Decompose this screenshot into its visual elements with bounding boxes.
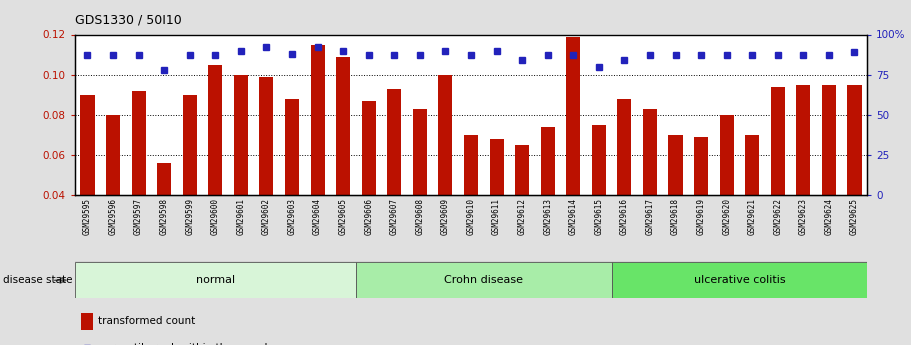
Bar bbox=[822, 85, 836, 195]
Bar bbox=[643, 109, 657, 195]
Bar bbox=[209, 65, 222, 195]
Bar bbox=[464, 135, 478, 195]
Text: GSM29620: GSM29620 bbox=[722, 198, 732, 235]
Bar bbox=[413, 109, 427, 195]
Bar bbox=[540, 127, 555, 195]
Bar bbox=[847, 85, 862, 195]
Text: GSM29606: GSM29606 bbox=[364, 198, 374, 235]
Bar bbox=[260, 77, 273, 195]
Text: GSM29610: GSM29610 bbox=[466, 198, 476, 235]
Text: GSM29597: GSM29597 bbox=[134, 198, 143, 235]
Bar bbox=[771, 87, 784, 195]
Text: GSM29617: GSM29617 bbox=[646, 198, 654, 235]
Text: percentile rank within the sample: percentile rank within the sample bbox=[98, 343, 274, 345]
Bar bbox=[285, 99, 299, 195]
Bar bbox=[387, 89, 402, 195]
Bar bbox=[81, 313, 93, 330]
Text: GSM29625: GSM29625 bbox=[850, 198, 859, 235]
Text: GSM29607: GSM29607 bbox=[390, 198, 399, 235]
Text: GSM29611: GSM29611 bbox=[492, 198, 501, 235]
Text: GSM29622: GSM29622 bbox=[773, 198, 783, 235]
Bar bbox=[336, 57, 350, 195]
Text: GSM29601: GSM29601 bbox=[236, 198, 245, 235]
Text: GSM29618: GSM29618 bbox=[671, 198, 680, 235]
Text: Crohn disease: Crohn disease bbox=[445, 275, 523, 285]
Text: GDS1330 / 50I10: GDS1330 / 50I10 bbox=[75, 14, 181, 27]
Text: GSM29624: GSM29624 bbox=[824, 198, 834, 235]
Text: GSM29605: GSM29605 bbox=[339, 198, 348, 235]
Bar bbox=[106, 115, 120, 195]
Text: GSM29602: GSM29602 bbox=[262, 198, 271, 235]
Text: GSM29613: GSM29613 bbox=[543, 198, 552, 235]
Bar bbox=[183, 95, 197, 195]
Bar bbox=[489, 139, 504, 195]
Bar bbox=[694, 137, 708, 195]
Bar bbox=[796, 85, 811, 195]
Text: ulcerative colitis: ulcerative colitis bbox=[693, 275, 785, 285]
Bar bbox=[611, 262, 867, 298]
Text: GSM29599: GSM29599 bbox=[185, 198, 194, 235]
Bar bbox=[515, 145, 529, 195]
Bar bbox=[75, 262, 356, 298]
Bar bbox=[618, 99, 631, 195]
Text: disease state: disease state bbox=[3, 275, 72, 285]
Text: GSM29609: GSM29609 bbox=[441, 198, 450, 235]
Text: GSM29612: GSM29612 bbox=[517, 198, 527, 235]
Bar bbox=[131, 91, 146, 195]
Bar bbox=[592, 125, 606, 195]
Text: GSM29604: GSM29604 bbox=[313, 198, 322, 235]
Text: transformed count: transformed count bbox=[98, 316, 196, 326]
Text: normal: normal bbox=[196, 275, 235, 285]
Bar bbox=[311, 45, 324, 195]
Bar bbox=[158, 163, 171, 195]
Text: GSM29619: GSM29619 bbox=[697, 198, 706, 235]
Text: GSM29608: GSM29608 bbox=[415, 198, 425, 235]
Bar bbox=[234, 75, 248, 195]
Text: GSM29615: GSM29615 bbox=[594, 198, 603, 235]
Text: GSM29616: GSM29616 bbox=[619, 198, 629, 235]
Text: GSM29614: GSM29614 bbox=[568, 198, 578, 235]
Text: GSM29598: GSM29598 bbox=[159, 198, 169, 235]
Text: GSM29621: GSM29621 bbox=[748, 198, 757, 235]
Text: GSM29596: GSM29596 bbox=[108, 198, 118, 235]
Bar bbox=[567, 37, 580, 195]
Text: GSM29623: GSM29623 bbox=[799, 198, 808, 235]
Bar bbox=[80, 95, 95, 195]
Text: GSM29603: GSM29603 bbox=[288, 198, 296, 235]
Bar bbox=[720, 115, 733, 195]
Text: GSM29595: GSM29595 bbox=[83, 198, 92, 235]
Bar bbox=[356, 262, 611, 298]
Bar bbox=[362, 101, 375, 195]
Bar bbox=[745, 135, 759, 195]
Bar bbox=[438, 75, 453, 195]
Text: GSM29600: GSM29600 bbox=[210, 198, 220, 235]
Bar bbox=[669, 135, 682, 195]
